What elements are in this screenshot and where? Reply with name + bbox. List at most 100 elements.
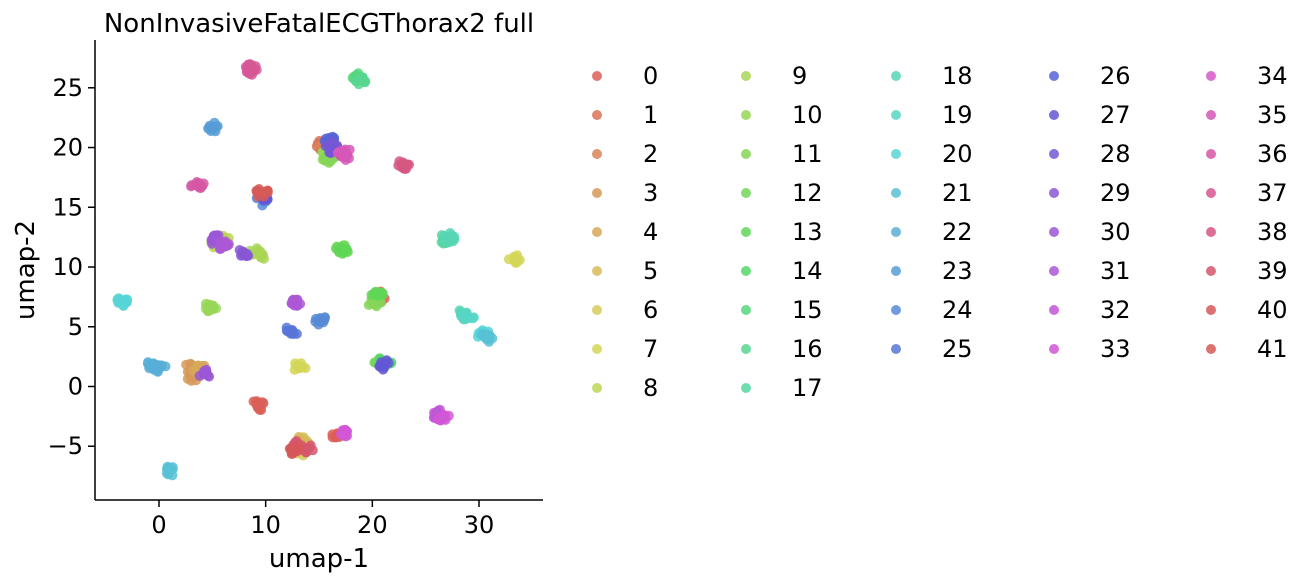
y-tick-label: 10 [52, 253, 83, 281]
legend-item-32: 32 [1049, 296, 1131, 324]
legend-marker [592, 227, 602, 237]
point-series-11 [363, 300, 374, 310]
legend-marker [741, 305, 751, 315]
cluster-33 [336, 424, 353, 442]
cluster-20 [112, 293, 133, 311]
legend-label: 14 [792, 257, 823, 285]
cluster-31 [286, 294, 306, 311]
legend-marker [1049, 71, 1059, 81]
point-series-13 [372, 290, 383, 301]
legend-item-17: 17 [741, 374, 823, 402]
legend-label: 10 [792, 101, 823, 129]
legend-label: 5 [643, 257, 658, 285]
legend-label: 27 [1100, 101, 1131, 129]
legend-item-18: 18 [891, 62, 973, 90]
y-axis-label: umap-2 [11, 220, 41, 320]
legend-marker [891, 188, 901, 198]
legend-marker [1049, 149, 1059, 159]
cluster-23 [203, 117, 223, 137]
points-layer [112, 59, 525, 481]
point-series-30 [199, 367, 210, 377]
legend-label: 1 [643, 101, 658, 129]
y-tick-label: 0 [68, 372, 83, 400]
point-series-36 [186, 180, 197, 191]
legend-item-36: 36 [1206, 140, 1288, 168]
legend-item-7: 7 [592, 335, 658, 363]
legend-label: 16 [792, 335, 823, 363]
legend-marker [891, 71, 901, 81]
legend-label: 23 [942, 257, 973, 285]
point-series-21 [167, 462, 178, 473]
legend-label: 22 [942, 218, 973, 246]
legend-marker [891, 227, 901, 237]
legend-label: 28 [1100, 140, 1131, 168]
legend-label: 2 [643, 140, 658, 168]
legend-label: 37 [1257, 179, 1288, 207]
legend-label: 0 [643, 62, 658, 90]
legend-label: 24 [942, 296, 973, 324]
point-series-35 [341, 151, 352, 162]
cluster-40 [284, 442, 305, 459]
legend-marker [891, 305, 901, 315]
legend-item-22: 22 [891, 218, 973, 246]
legend-marker [1049, 305, 1059, 315]
legend-item-25: 25 [891, 335, 973, 363]
x-tick-label: 20 [357, 511, 388, 539]
y-tick-label: 25 [52, 74, 83, 102]
legend-label: 26 [1100, 62, 1131, 90]
cluster-30 [206, 230, 224, 249]
y-tick-label: −5 [48, 432, 83, 460]
legend-item-29: 29 [1049, 179, 1131, 207]
point-series-31 [221, 240, 232, 251]
x-tick-label: 30 [464, 511, 495, 539]
legend-label: 33 [1100, 335, 1131, 363]
legend-label: 13 [792, 218, 823, 246]
point-series-29 [241, 248, 252, 259]
cluster-27 [374, 355, 394, 375]
legend-label: 30 [1100, 218, 1131, 246]
point-series-7 [294, 362, 305, 372]
point-series-41 [254, 184, 265, 194]
legend-item-19: 19 [891, 101, 973, 129]
x-tick-label: 0 [151, 511, 166, 539]
cluster-30 [194, 364, 215, 382]
point-series-41 [258, 191, 269, 202]
legend-label: 8 [643, 374, 658, 402]
cluster-41 [251, 184, 273, 202]
point-series-18 [447, 236, 458, 247]
legend-item-38: 38 [1206, 218, 1288, 246]
plot-area: 0 10 20 30 −5 0 5 10 15 20 25 [48, 40, 543, 539]
legend-label: 4 [643, 218, 658, 246]
legend-label: 15 [792, 296, 823, 324]
y-tick-label: 20 [52, 134, 83, 162]
legend-item-39: 39 [1206, 257, 1288, 285]
y-tick-label: 15 [52, 193, 83, 221]
point-series-38 [401, 163, 412, 174]
legend-item-5: 5 [592, 257, 658, 285]
legend-marker [741, 383, 751, 393]
legend-label: 34 [1257, 62, 1288, 90]
legend-label: 25 [942, 335, 973, 363]
point-series-19 [459, 313, 470, 324]
legend-item-20: 20 [891, 140, 973, 168]
point-series-20 [118, 300, 129, 311]
point-series-21 [484, 336, 494, 347]
legend-label: 12 [792, 179, 823, 207]
y-ticks: −5 0 5 10 15 20 25 [48, 74, 95, 460]
legend-item-6: 6 [592, 296, 658, 324]
cluster-25 [281, 322, 302, 339]
point-series-27 [378, 364, 389, 375]
point-series-11 [317, 154, 328, 165]
legend-item-40: 40 [1206, 296, 1288, 324]
legend-item-14: 14 [741, 257, 823, 285]
legend-marker [1206, 305, 1216, 315]
legend-marker [1206, 149, 1216, 159]
legend-marker [1206, 266, 1216, 276]
cluster-7 [503, 250, 525, 268]
legend-marker [592, 344, 602, 354]
legend-marker [1206, 71, 1216, 81]
legend-marker [741, 110, 751, 120]
legend-label: 11 [792, 140, 823, 168]
legend-marker [1049, 227, 1059, 237]
